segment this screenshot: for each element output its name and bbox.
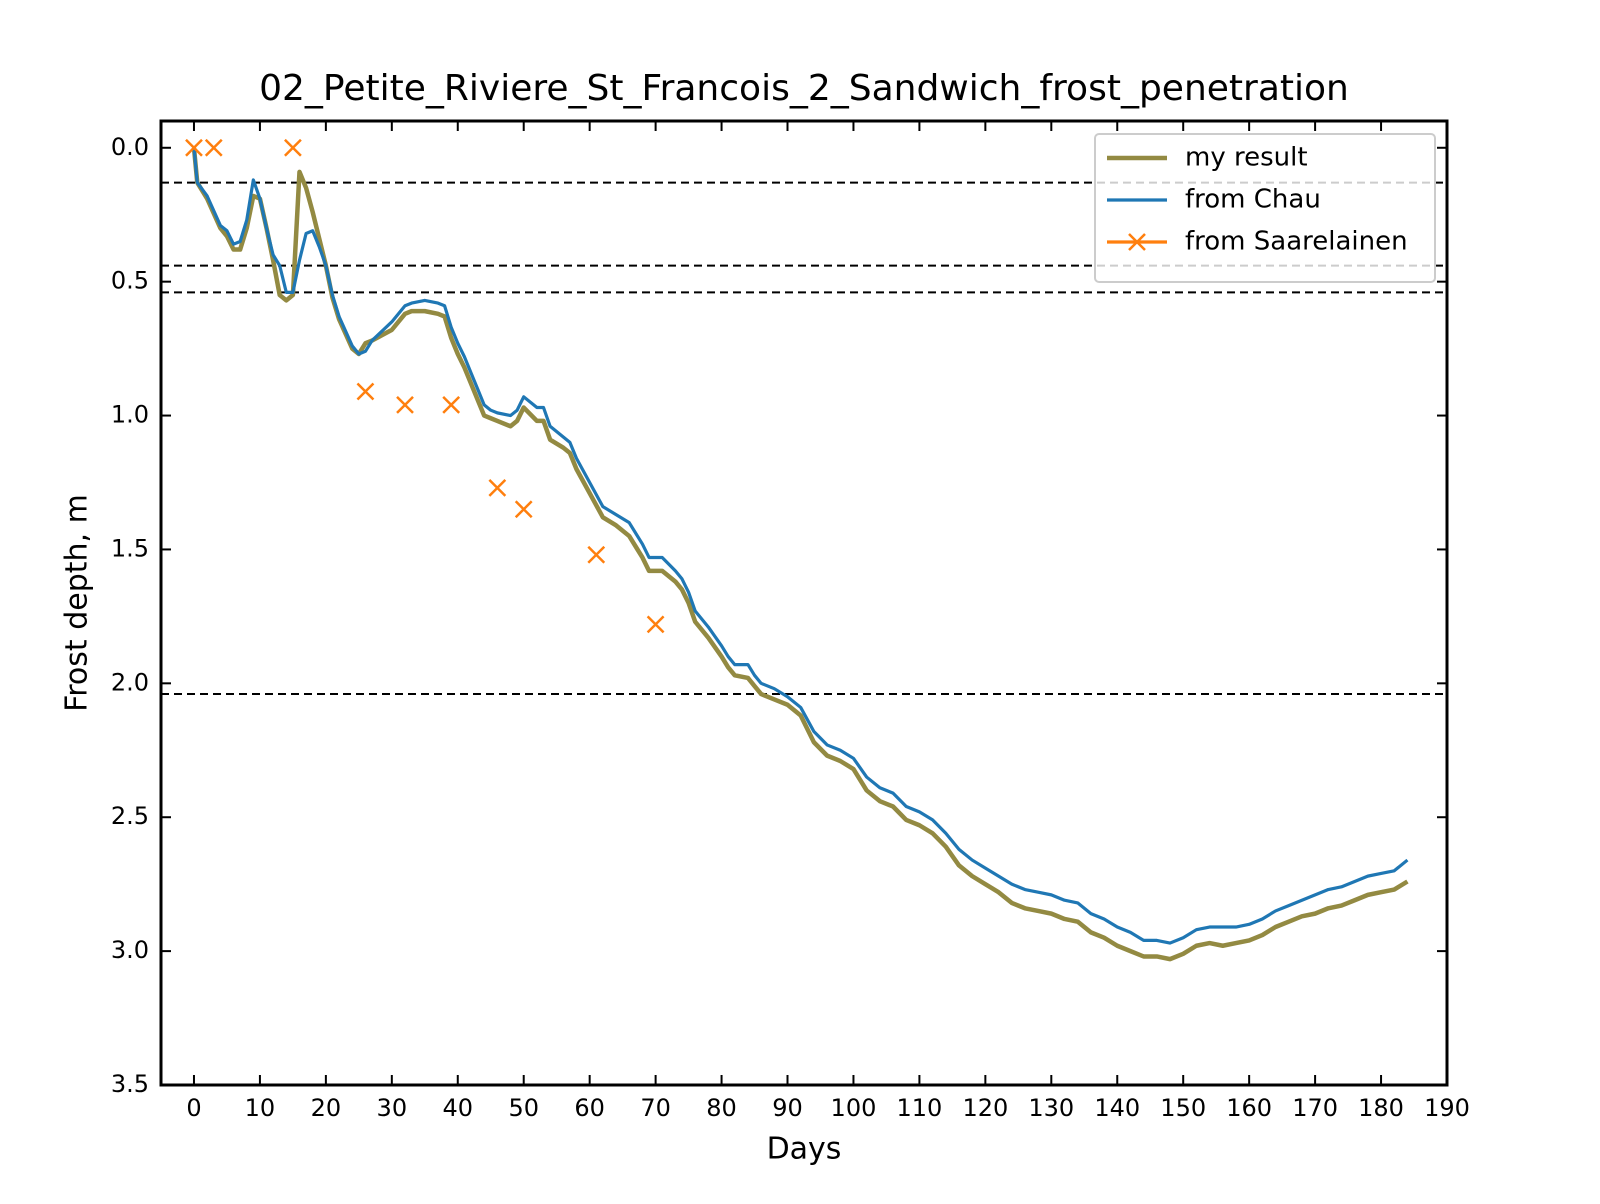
data-point [514,500,533,519]
y-tick-label: 1.5 [111,534,149,562]
data-point [442,395,461,414]
x-tick-label: 30 [377,1094,408,1122]
data-point [284,138,302,157]
y-tick-label: 2.0 [111,668,149,696]
plot-frame [159,119,1449,1087]
x-tick-label: 100 [831,1094,877,1122]
data-point [204,138,223,157]
x-tick-label: 20 [311,1094,342,1122]
x-tick-label: 0 [186,1094,201,1122]
chart-title: 02_Petite_Riviere_St_Francois_2_Sandwich… [259,68,1349,109]
data-point [396,395,414,414]
x-tick-label: 190 [1424,1094,1470,1122]
x-tick-label: 10 [245,1094,276,1122]
y-tick-label: 3.0 [111,936,149,964]
x-tick-label: 180 [1358,1094,1404,1122]
x-axis-label: Days [767,1132,842,1167]
legend-label: my result [1185,143,1308,173]
y-tick-label: 2.5 [111,802,149,830]
x-tick-label: 60 [574,1094,605,1122]
x-tick-label: 40 [442,1094,473,1122]
y-tick-label: 3.5 [111,1070,149,1098]
x-tick-label: 160 [1226,1094,1272,1122]
legend-label: from Saarelainen [1185,227,1408,257]
data-point [587,545,606,564]
x-tick-label: 90 [772,1094,803,1122]
x-tick-label: 120 [962,1094,1008,1122]
x-tick-label: 150 [1160,1094,1206,1122]
legend-frame [1094,133,1436,283]
data-point [646,615,665,634]
legend-label: from Chau [1185,185,1321,215]
data-line [192,147,1409,945]
y-axis-label: Frost depth, m [60,494,95,712]
x-tick-label: 110 [897,1094,943,1122]
x-tick-label: 170 [1292,1094,1338,1122]
x-tick-label: 70 [640,1094,671,1122]
x-tick-label: 130 [1028,1094,1074,1122]
y-tick-label: 0.0 [111,133,149,161]
y-tick-label: 1.0 [111,401,149,429]
data-point [488,478,507,497]
x-tick-label: 50 [508,1094,539,1122]
legend-marker [1128,233,1146,251]
data-point [356,382,375,401]
y-tick-label: 0.5 [111,267,149,295]
data-point [185,138,203,157]
legend: my result from Chau from Saarelainen [1094,133,1436,283]
x-tick-label: 80 [706,1094,737,1122]
x-tick-label: 140 [1094,1094,1140,1122]
